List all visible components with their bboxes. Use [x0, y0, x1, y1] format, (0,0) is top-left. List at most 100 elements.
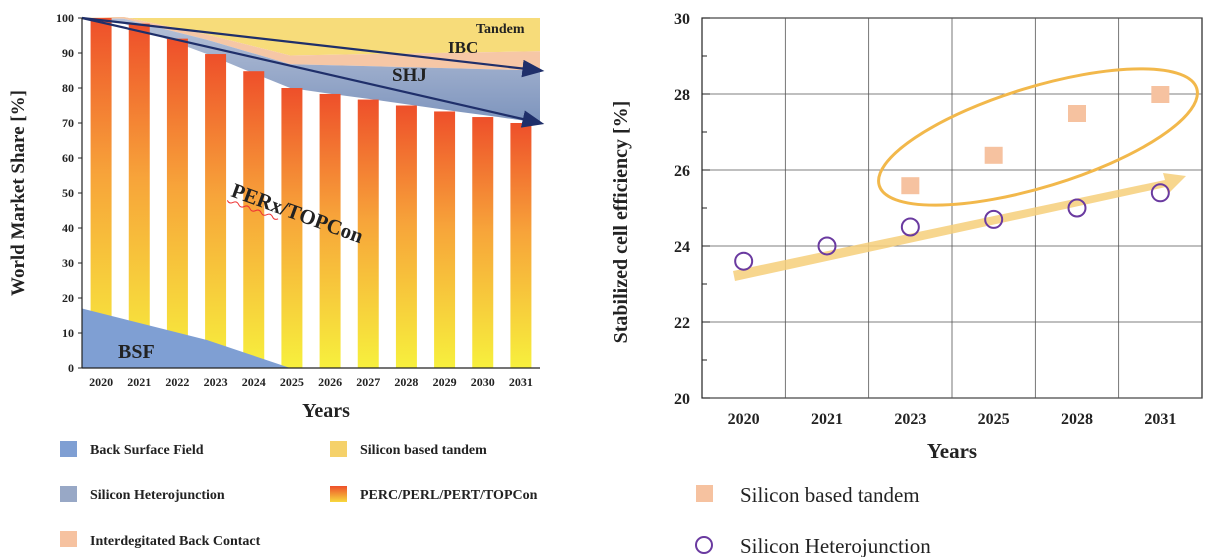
- efficiency-x-axis-label: Years: [927, 439, 977, 463]
- legend-item-perc: PERC/PERL/PERT/TOPCon: [330, 486, 538, 503]
- y-tick-label: 40: [62, 221, 74, 235]
- y-tick-label: 70: [62, 116, 74, 130]
- legend-swatch: [330, 486, 347, 502]
- market-share-y-ticks: 0 10 20 30 40 50 60 70 80 90 100: [56, 11, 82, 375]
- legend-label: Silicon based tandem: [360, 443, 487, 458]
- legend-item-ibc: Interdegitated Back Contact: [60, 531, 261, 549]
- x-tick-label: 2024: [242, 375, 266, 389]
- y-tick-label: 26: [674, 163, 690, 180]
- x-tick-label: 2028: [1061, 411, 1093, 428]
- efficiency-x-ticks: 2020 2021 2023 2025 2028 2031: [728, 411, 1177, 428]
- legend-label: Silicon Heterojunction: [90, 488, 225, 503]
- annotation-shj: SHJ: [392, 65, 427, 86]
- perc-bar: [166, 38, 188, 369]
- perc-bar: [90, 18, 112, 368]
- y-tick-label: 24: [674, 239, 690, 256]
- legend-item-silicon-tandem: Silicon based tandem: [696, 483, 920, 507]
- perc-bar: [243, 71, 265, 368]
- y-tick-label: 10: [62, 326, 74, 340]
- legend-label: Interdegitated Back Contact: [90, 534, 261, 549]
- x-tick-label: 2029: [433, 375, 457, 389]
- legend-item-silicon-heterojunction: Silicon Heterojunction: [695, 534, 931, 557]
- perc-bar: [128, 23, 150, 368]
- y-tick-label: 30: [674, 11, 690, 28]
- heterojunction-point: [817, 236, 837, 256]
- perc-bar: [357, 99, 379, 369]
- efficiency-legend: Silicon based tandem Silicon Heterojunct…: [695, 483, 931, 557]
- y-tick-label: 28: [674, 87, 690, 104]
- y-tick-label: 80: [62, 81, 74, 95]
- y-tick-label: 30: [62, 256, 74, 270]
- heterojunction-point: [900, 217, 920, 237]
- legend-item-bsf: Back Surface Field: [60, 441, 204, 458]
- tandem-point: [1151, 86, 1170, 103]
- x-tick-label: 2022: [165, 375, 189, 389]
- legend-swatch: [330, 441, 347, 457]
- y-tick-label: 100: [56, 11, 74, 25]
- y-tick-label: 60: [62, 151, 74, 165]
- perc-bar: [434, 111, 456, 368]
- tandem-point: [901, 177, 920, 195]
- legend-swatch: [60, 486, 77, 502]
- heterojunction-point: [984, 209, 1004, 229]
- x-tick-label: 2031: [509, 375, 533, 389]
- legend-item-tandem: Silicon based tandem: [330, 441, 487, 458]
- x-tick-label: 2025: [978, 411, 1010, 428]
- perc-bar: [319, 93, 341, 368]
- x-tick-label: 2023: [204, 375, 228, 389]
- tandem-marker-icon: [696, 485, 713, 502]
- x-tick-label: 2023: [894, 411, 926, 428]
- y-tick-label: 50: [62, 186, 74, 200]
- annotation-tandem: Tandem: [476, 22, 525, 37]
- perc-bar: [510, 123, 532, 368]
- spellcheck-squiggle: [226, 200, 279, 220]
- heterojunction-point: [734, 251, 754, 271]
- tandem-area: [82, 16, 540, 56]
- x-tick-label: 2021: [811, 411, 843, 428]
- x-tick-label: 2031: [1144, 411, 1176, 428]
- y-tick-label: 22: [674, 315, 690, 332]
- market-share-legend: Back Surface Field Silicon based tandem …: [60, 441, 538, 549]
- efficiency-y-axis-label: Stabilized cell efficiency [%]: [610, 101, 632, 344]
- market-share-x-axis-label: Years: [302, 400, 350, 422]
- perc-bar: [281, 88, 303, 368]
- legend-label: Silicon based tandem: [740, 483, 920, 507]
- x-tick-label: 2026: [318, 375, 342, 389]
- x-tick-label: 2030: [471, 375, 495, 389]
- shj-lower-arrow: [81, 16, 545, 128]
- x-tick-label: 2021: [127, 375, 151, 389]
- perc-bar: [205, 54, 227, 369]
- annotation-bsf: BSF: [118, 341, 155, 363]
- bsf-area: [82, 308, 540, 368]
- perc-bar: [395, 105, 417, 368]
- legend-label: Back Surface Field: [90, 443, 204, 458]
- annotation-ibc: IBC: [448, 38, 478, 57]
- perc-bar: [472, 117, 494, 368]
- legend-item-shj: Silicon Heterojunction: [60, 486, 225, 503]
- tandem-point: [1068, 105, 1086, 122]
- market-share-y-axis-label: World Market Share [%]: [8, 90, 29, 296]
- x-tick-label: 2028: [394, 375, 418, 389]
- legend-swatch: [60, 531, 77, 547]
- tandem-highlight-ellipse: [877, 67, 1199, 207]
- y-tick-label: 90: [62, 46, 74, 60]
- x-tick-label: 2020: [89, 375, 113, 389]
- y-tick-label: 20: [62, 291, 74, 305]
- x-tick-label: 2027: [356, 375, 380, 389]
- market-share-plot-area: [81, 16, 545, 369]
- heterojunction-point: [1150, 183, 1170, 203]
- x-tick-label: 2025: [280, 375, 304, 389]
- efficiency-chart: 20 22 24 26 28 30 2020 2021 2023 2025 2028 2031 St…: [610, 11, 1203, 463]
- shj-upper-arrow: [81, 16, 545, 78]
- heterojunction-marker-icon: [695, 536, 713, 554]
- legend-label: Silicon Heterojunction: [740, 534, 931, 557]
- x-tick-label: 2020: [728, 411, 760, 428]
- efficiency-data-points: [734, 86, 1170, 271]
- y-tick-label: 0: [68, 361, 74, 375]
- legend-swatch: [60, 441, 77, 457]
- y-tick-label: 20: [674, 391, 690, 408]
- tandem-point: [984, 146, 1003, 164]
- market-share-x-ticks: 2020 2021 2022 2023 2024 2025 2026 2027 2028 2029…: [89, 375, 533, 389]
